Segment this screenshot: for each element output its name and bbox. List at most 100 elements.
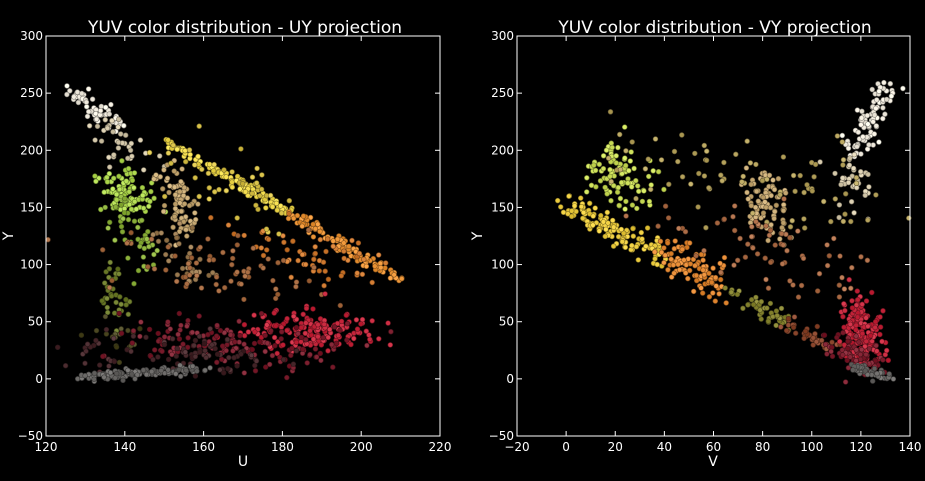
uy-scatter-point [104, 125, 111, 131]
uy-scatter-point [212, 345, 218, 352]
uy-scatter-point [351, 335, 357, 342]
vy-scatter-point [652, 256, 658, 262]
uy-ytick-label: 150 [20, 200, 43, 214]
vy-plot-frame [516, 35, 911, 437]
uy-scatter-point [129, 340, 136, 346]
uy-scatter-point [125, 155, 131, 162]
vy-scatter-point [718, 172, 724, 178]
uy-scatter-point [117, 294, 123, 300]
uy-scatter-point [128, 230, 134, 236]
vy-scatter-point [853, 333, 859, 339]
uy-scatter-point [312, 346, 319, 352]
vy-scatter-point [824, 351, 830, 357]
vy-scatter-point [679, 174, 686, 180]
vy-scatter-point [745, 241, 751, 247]
uy-scatter-point [101, 280, 108, 286]
uy-scatter-point [303, 261, 309, 268]
vy-scatter-point [787, 235, 793, 241]
uy-scatter-point [217, 327, 224, 334]
vy-scatter-point [839, 132, 845, 139]
vy-scatter-point [604, 191, 610, 197]
uy-scatter-point [83, 99, 90, 105]
uy-xlabel: U [238, 454, 248, 470]
uy-scatter-point [273, 200, 280, 207]
uy-scatter-point [171, 214, 178, 220]
uy-scatter-point [122, 195, 128, 202]
vy-scatter-point [728, 289, 734, 295]
vy-scatter-point [881, 79, 887, 86]
vy-scatter-point [759, 178, 766, 184]
vy-scatter-point [865, 217, 871, 223]
uy-scatter-point [354, 270, 360, 276]
vy-scatter-point [874, 370, 880, 377]
vy-scatter-point [767, 205, 774, 211]
uy-xtick-label: 220 [429, 440, 452, 454]
vy-scatter-point [608, 140, 614, 146]
vy-scatter-point [836, 202, 843, 208]
vy-scatter-point [745, 302, 751, 308]
uy-scatter-point [144, 236, 150, 242]
vy-scatter-point [800, 255, 807, 261]
uy-scatter-point [338, 318, 345, 325]
uy-scatter-point [186, 202, 193, 209]
uy-scatter-point [123, 178, 130, 184]
vy-scatter-point [859, 301, 865, 307]
uy-ytick-label: 100 [20, 258, 43, 272]
vy-scatter-point [795, 228, 801, 234]
uy-scatter-point [298, 334, 305, 341]
uy-scatter-point [192, 210, 198, 216]
vy-scatter-point [723, 300, 729, 306]
uy-scatter-point [150, 232, 156, 238]
vy-scatter-point [664, 240, 671, 246]
vy-scatter-point [566, 193, 572, 199]
vy-scatter-point [609, 217, 616, 224]
vy-scatter-point [778, 231, 785, 237]
vy-scatter-point [648, 182, 654, 188]
vy-scatter-point [592, 205, 598, 211]
uy-scatter-point [387, 275, 394, 281]
uy-scatter-point [259, 172, 265, 178]
vy-scatter-point [744, 189, 750, 196]
uy-scatter-point [245, 269, 251, 275]
uy-scatter-point [165, 319, 171, 325]
uy-scatter-point [146, 149, 153, 156]
uy-scatter-point [93, 327, 100, 334]
vy-scatter-point [857, 356, 864, 363]
uy-scatter-point [108, 293, 115, 299]
vy-scatter-point [703, 148, 710, 154]
uy-scatter-point [251, 340, 258, 347]
uy-scatter-point [92, 173, 98, 179]
uy-scatter-point [186, 272, 193, 278]
uy-scatter-point [209, 342, 215, 348]
uy-scatter-point [341, 240, 347, 246]
uy-scatter-point [145, 264, 151, 270]
vy-scatter-point [627, 158, 633, 164]
vy-scatter-point [842, 379, 849, 385]
vy-scatter-point [854, 288, 860, 294]
uy-scatter-point [320, 335, 326, 341]
vy-scatter-point [820, 198, 827, 205]
uy-scatter-point [300, 311, 306, 317]
vy-scatter-point [626, 168, 632, 174]
uy-scatter-point [184, 323, 190, 329]
vy-scatter-point [858, 122, 864, 128]
uy-scatter-point [145, 229, 151, 235]
uy-scatter-point [67, 88, 73, 94]
vy-scatter-point [836, 338, 843, 345]
uy-scatter-point [216, 186, 222, 193]
vy-scatter-point [846, 277, 852, 283]
uy-scatter-point [214, 351, 221, 357]
vy-scatter-point [873, 192, 879, 198]
uy-scatter-point [321, 321, 327, 327]
vy-scatter-point [847, 354, 853, 360]
vy-scatter-point [866, 184, 872, 190]
vy-scatter-point [789, 218, 795, 224]
uy-scatter-point [113, 191, 120, 198]
vy-scatter-point [816, 271, 823, 277]
uy-scatter-point [333, 340, 340, 346]
uy-scatter-point [229, 179, 235, 185]
vy-scatter-point [688, 181, 694, 187]
vy-scatter-point [658, 157, 665, 163]
vy-scatter-point [773, 202, 779, 209]
uy-scatter-point [196, 123, 202, 129]
